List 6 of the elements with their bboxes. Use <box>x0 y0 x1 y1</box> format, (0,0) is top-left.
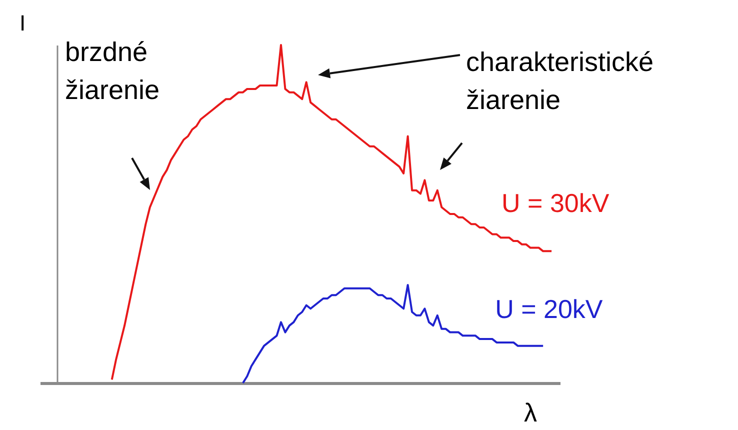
annotation: charakteristické žiarenie <box>466 47 654 115</box>
series-label: U = 30kV <box>502 188 610 218</box>
series-label: U = 20kV <box>495 294 604 324</box>
annotation: brzdné žiarenie <box>65 37 160 105</box>
x-axis-title: λ <box>524 398 537 428</box>
y-axis-title: I <box>19 10 26 36</box>
